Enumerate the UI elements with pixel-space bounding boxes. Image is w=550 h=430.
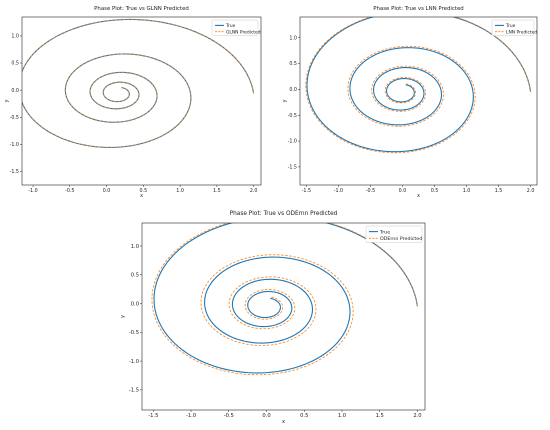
- y-tick-label: -0.5: [288, 113, 297, 119]
- x-tick-label: 0.0: [103, 188, 111, 194]
- legend-label: LNN Predicted: [506, 29, 537, 35]
- y-tick-label: -1.5: [288, 165, 297, 171]
- x-tick-label: 1.0: [338, 413, 346, 419]
- x-tick-label: -0.5: [224, 413, 234, 419]
- y-axis-label: y: [283, 99, 288, 102]
- predicted-series-line: [151, 223, 418, 376]
- axes-frame: [299, 16, 538, 186]
- y-tick-label: 1.0: [11, 34, 19, 40]
- y-tick-label: -1.0: [10, 142, 19, 148]
- x-axis-label: x: [417, 194, 420, 199]
- y-tick-label: -1.0: [288, 139, 297, 145]
- y-tick-label: 0.5: [131, 273, 139, 279]
- x-tick-label: 2.0: [250, 188, 258, 194]
- y-tick-label: -0.5: [10, 115, 19, 121]
- chart-title: Phase Plot: True vs LNN Predicted: [373, 6, 463, 12]
- y-tick-label: -1.5: [10, 169, 19, 175]
- x-tick-label: 1.0: [463, 188, 471, 194]
- x-tick-label: -1.5: [148, 413, 158, 419]
- true-series-line: [22, 18, 255, 148]
- axes-frame: [141, 222, 426, 411]
- true-series-line: [153, 223, 418, 374]
- x-tick-label: 1.5: [213, 188, 221, 194]
- y-axis-label: y: [5, 99, 10, 102]
- y-tick-label: -0.5: [129, 330, 139, 336]
- x-tick-label: -1.0: [334, 188, 343, 194]
- predicted-series-line: [305, 17, 531, 154]
- y-tick-label: -1.0: [129, 359, 139, 365]
- chart-title: Phase Plot: True vs GLNN Predicted: [94, 6, 189, 12]
- x-tick-label: 1.5: [495, 188, 503, 194]
- legend-label: True: [379, 229, 390, 235]
- y-tick-label: 0.0: [289, 87, 297, 93]
- predicted-series-line: [22, 19, 255, 148]
- y-tick-label: 0.0: [11, 88, 19, 94]
- y-tick-label: -1.5: [129, 388, 139, 394]
- x-axis-label: x: [282, 419, 285, 425]
- legend-label: ODErnn Predicted: [380, 236, 422, 242]
- y-tick-label: 1.0: [289, 35, 297, 41]
- lnn-phase-plot: Phase Plot: True vs LNN Predicted -1.5 -1.…: [283, 6, 538, 199]
- x-tick-label: 2.0: [413, 413, 421, 419]
- legend-label: GLNN Predicted: [226, 29, 261, 35]
- y-axis-label: y: [120, 315, 126, 318]
- x-axis-label: x: [140, 194, 143, 199]
- legend-label: True: [505, 23, 516, 29]
- legend-box: [365, 225, 423, 243]
- x-tick-label: -0.5: [65, 188, 74, 194]
- x-tick-label: 0.5: [300, 413, 308, 419]
- x-tick-label: 2.0: [527, 188, 535, 194]
- x-tick-label: 0.0: [262, 413, 270, 419]
- true-series-line: [306, 17, 532, 153]
- x-tick-label: -1.0: [186, 413, 196, 419]
- y-tick-label: 0.0: [131, 301, 139, 307]
- x-tick-label: -0.5: [366, 188, 375, 194]
- x-tick-label: 1.5: [376, 413, 384, 419]
- x-tick-label: -1.5: [302, 188, 311, 194]
- chart-title: Phase Plot: True vs ODErnn Predicted: [230, 211, 338, 217]
- glnn-phase-plot: Phase Plot: True vs GLNN Predicted -1.0 -0…: [5, 6, 262, 199]
- y-tick-label: 0.5: [11, 61, 19, 67]
- legend-label: True: [225, 23, 236, 29]
- y-tick-label: 0.5: [289, 61, 297, 67]
- x-tick-label: 1.0: [176, 188, 184, 194]
- x-tick-label: -1.0: [28, 188, 37, 194]
- axes-frame: [21, 16, 262, 186]
- x-tick-label: 0.5: [140, 188, 148, 194]
- x-tick-label: 0.5: [431, 188, 439, 194]
- odernn-phase-plot: Phase Plot: True vs ODErnn Predicted -1.5…: [120, 211, 426, 425]
- x-tick-label: 0.0: [399, 188, 407, 194]
- y-tick-label: 1.0: [131, 244, 139, 250]
